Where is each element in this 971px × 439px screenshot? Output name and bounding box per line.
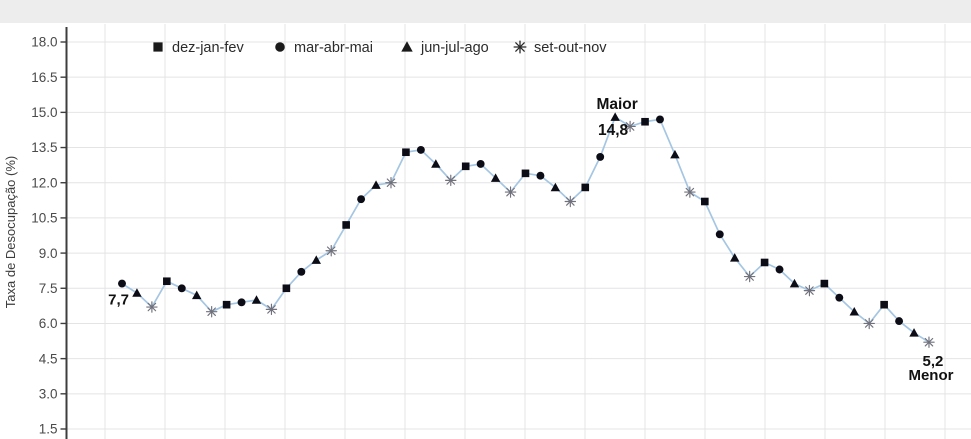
data-point-set-out-nov (267, 305, 276, 314)
data-point-dez-jan-fev (820, 279, 829, 288)
annotation-max-label: Maior (596, 96, 637, 113)
data-point-jun-jul-ago (132, 288, 142, 297)
annotation-min-label: Menor (908, 367, 953, 384)
data-point-mar-abr-mai (118, 279, 126, 288)
data-point-jun-jul-ago (670, 149, 680, 159)
annotation-first-value: 7,7 (108, 292, 129, 309)
legend-marker-triangle (401, 41, 413, 52)
data-point-dez-jan-fev (521, 169, 530, 178)
data-point-mar-abr-mai (297, 267, 306, 276)
legend-label-mar-abr-mai: mar-abr-mai (294, 40, 373, 56)
data-point-set-out-nov (147, 302, 157, 312)
data-point-mar-abr-mai (476, 160, 485, 168)
data-point-dez-jan-fev (581, 183, 590, 192)
y-tick-label: 13.5 (31, 140, 57, 155)
legend-marker-square (153, 42, 163, 52)
data-point-set-out-nov (805, 286, 814, 295)
data-point-mar-abr-mai (895, 317, 904, 326)
legend-label-set-out-nov: set-out-nov (534, 40, 607, 56)
data-point-dez-jan-fev (342, 221, 350, 229)
y-tick-label: 4.5 (39, 351, 58, 366)
data-point-jun-jul-ago (610, 112, 620, 121)
data-point-mar-abr-mai (596, 152, 605, 161)
data-point-set-out-nov (864, 319, 874, 328)
data-point-set-out-nov (386, 178, 396, 188)
y-axis-title: Taxa de Desocupação (%) (3, 156, 18, 308)
data-point-mar-abr-mai (416, 145, 425, 154)
y-tick-label: 1.5 (39, 422, 58, 437)
annotation-max-value: 14,8 (598, 122, 629, 139)
data-point-jun-jul-ago (789, 278, 800, 288)
data-point-set-out-nov (625, 122, 635, 131)
data-point-mar-abr-mai (715, 230, 724, 239)
window-top-strip (0, 0, 971, 23)
data-point-jun-jul-ago (371, 180, 381, 189)
y-tick-label: 3.0 (39, 387, 58, 402)
data-point-dez-jan-fev (641, 117, 649, 126)
data-point-set-out-nov (745, 272, 754, 281)
data-point-dez-jan-fev (222, 300, 231, 309)
y-tick-label: 18.0 (31, 35, 57, 50)
data-point-mar-abr-mai (237, 298, 246, 307)
data-point-dez-jan-fev (461, 162, 470, 171)
data-point-mar-abr-mai (536, 171, 545, 180)
data-point-set-out-nov (506, 187, 515, 197)
y-tick-label: 15.0 (31, 105, 57, 120)
y-tick-label: 9.0 (39, 246, 58, 261)
data-point-set-out-nov (326, 246, 336, 256)
data-point-mar-abr-mai (835, 293, 844, 302)
data-point-jun-jul-ago (729, 253, 740, 262)
data-point-set-out-nov (207, 307, 216, 317)
data-point-mar-abr-mai (656, 115, 664, 124)
data-point-mar-abr-mai (775, 265, 784, 274)
y-tick-label: 16.5 (31, 70, 57, 85)
data-point-jun-jul-ago (849, 307, 859, 316)
legend-marker-asterisk (515, 42, 525, 52)
data-point-jun-jul-ago (431, 159, 441, 168)
legend-label-dez-jan-fev: dez-jan-fev (172, 40, 244, 56)
y-tick-label: 10.5 (31, 211, 57, 226)
data-point-mar-abr-mai (177, 284, 186, 293)
data-point-set-out-nov (685, 187, 695, 197)
data-point-dez-jan-fev (701, 197, 709, 206)
data-point-jun-jul-ago (251, 295, 262, 304)
data-point-jun-jul-ago (490, 173, 501, 182)
data-point-jun-jul-ago (909, 328, 919, 337)
data-point-set-out-nov (446, 176, 456, 185)
data-point-dez-jan-fev (402, 148, 410, 157)
data-point-mar-abr-mai (357, 195, 366, 204)
data-point-set-out-nov (924, 337, 934, 347)
data-point-dez-jan-fev (282, 284, 291, 293)
data-point-set-out-nov (566, 197, 575, 206)
data-point-dez-jan-fev (163, 277, 171, 286)
data-point-dez-jan-fev (760, 258, 769, 267)
data-point-jun-jul-ago (311, 255, 321, 264)
y-tick-label: 12.0 (31, 175, 57, 190)
y-tick-label: 6.0 (39, 316, 58, 331)
data-point-jun-jul-ago (550, 182, 561, 192)
data-point-dez-jan-fev (880, 300, 888, 309)
legend-marker-circle (275, 42, 285, 52)
y-tick-label: 7.5 (39, 281, 58, 296)
annotation-min-value: 5,2 (923, 353, 944, 370)
legend-label-jun-jul-ago: jun-jul-ago (420, 40, 489, 56)
data-point-jun-jul-ago (192, 290, 202, 300)
